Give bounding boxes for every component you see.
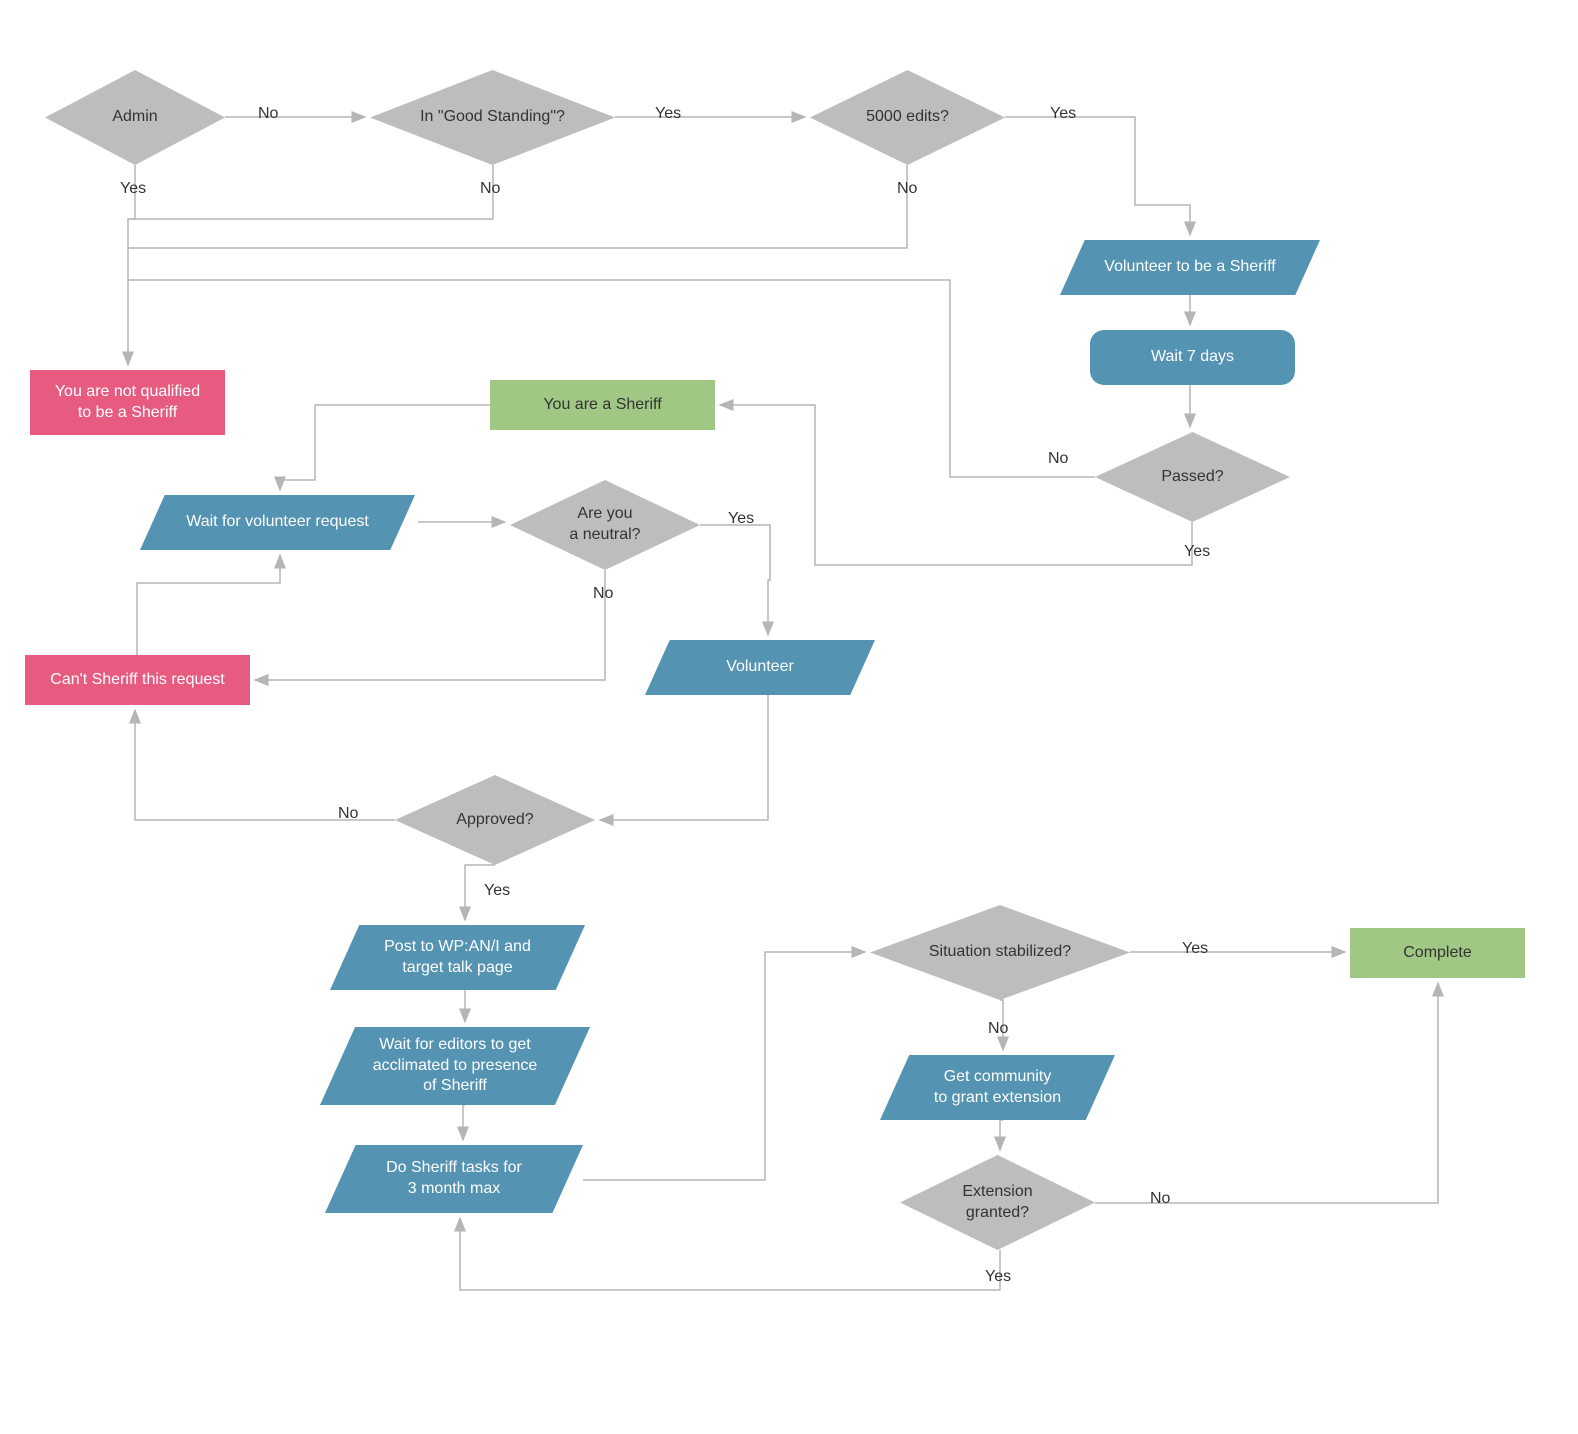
edge [700, 525, 770, 635]
edge-label: No [1048, 450, 1068, 468]
edge [1000, 1120, 1003, 1150]
node-text-extGranted: Extension granted? [962, 1182, 1032, 1224]
node-complete: Complete [1350, 928, 1525, 978]
edge-label: Yes [655, 105, 681, 123]
node-notQualified: You are not qualified to be a Sheriff [30, 370, 225, 435]
node-text-approved: Approved? [456, 810, 533, 831]
node-text-complete: Complete [1403, 943, 1471, 964]
node-waitEditors: Wait for editors to get acclimated to pr… [320, 1027, 590, 1105]
edge [583, 952, 865, 1180]
edge-label: Yes [120, 180, 146, 198]
node-text-getCommunity: Get community to grant extension [934, 1067, 1061, 1109]
node-text-notQualified: You are not qualified to be a Sheriff [55, 382, 200, 424]
node-getCommunity: Get community to grant extension [880, 1055, 1115, 1120]
node-text-areNeutral: Are you a neutral? [569, 504, 640, 546]
edge-label: No [480, 180, 500, 198]
edge-label: Yes [484, 882, 510, 900]
edge-label: Yes [985, 1268, 1011, 1286]
node-volunteer: Volunteer [645, 640, 875, 695]
node-cantSheriff: Can't Sheriff this request [25, 655, 250, 705]
node-youAreSheriff: You are a Sheriff [490, 380, 715, 430]
node-text-passed: Passed? [1161, 467, 1223, 488]
edge [255, 570, 605, 680]
svg-layer [0, 0, 1578, 1434]
edge-label: No [1150, 1190, 1170, 1208]
node-extGranted: Extension granted? [900, 1155, 1095, 1250]
node-edits: 5000 edits? [810, 70, 1005, 165]
node-text-edits: 5000 edits? [866, 107, 949, 128]
node-text-cantSheriff: Can't Sheriff this request [50, 670, 224, 691]
edge-label: No [338, 805, 358, 823]
edge-label: Yes [728, 510, 754, 528]
node-text-admin: Admin [112, 107, 157, 128]
node-text-waitEditors: Wait for editors to get acclimated to pr… [373, 1035, 538, 1097]
node-wait7: Wait 7 days [1090, 330, 1295, 385]
edge [600, 695, 768, 820]
edge-label: Yes [1050, 105, 1076, 123]
node-volunteerSheriff: Volunteer to be a Sheriff [1060, 240, 1320, 295]
node-text-doTasks: Do Sheriff tasks for 3 month max [386, 1158, 522, 1200]
edge-label: No [897, 180, 917, 198]
node-doTasks: Do Sheriff tasks for 3 month max [325, 1145, 583, 1213]
edge-label: Yes [1184, 543, 1210, 561]
node-goodStanding: In "Good Standing"? [370, 70, 615, 165]
edge [135, 710, 395, 820]
edge-label: No [593, 585, 613, 603]
edge [128, 165, 907, 248]
node-areNeutral: Are you a neutral? [510, 480, 700, 570]
edge [1095, 983, 1438, 1203]
edge [128, 280, 1095, 477]
node-postTo: Post to WP:AN/I and target talk page [330, 925, 585, 990]
node-admin: Admin [45, 70, 225, 165]
node-passed: Passed? [1095, 432, 1290, 522]
node-text-stabilized: Situation stabilized? [929, 942, 1071, 963]
edge [1005, 117, 1190, 235]
node-text-volunteerSheriff: Volunteer to be a Sheriff [1104, 257, 1275, 278]
node-text-volunteer: Volunteer [726, 657, 794, 678]
flowchart-canvas: Admin In "Good Standing"? 5000 edits? Volun… [0, 0, 1578, 1434]
node-stabilized: Situation stabilized? [870, 905, 1130, 1000]
node-waitRequest: Wait for volunteer request [140, 495, 415, 550]
edge-label: Yes [1182, 940, 1208, 958]
node-text-wait7: Wait 7 days [1151, 347, 1234, 368]
edge [463, 1105, 465, 1140]
edge [128, 165, 493, 219]
node-text-postTo: Post to WP:AN/I and target talk page [384, 937, 531, 979]
edge [280, 405, 490, 490]
node-text-youAreSheriff: You are a Sheriff [543, 395, 661, 416]
node-text-waitRequest: Wait for volunteer request [186, 512, 369, 533]
edge-label: No [988, 1020, 1008, 1038]
node-approved: Approved? [395, 775, 595, 865]
edge-label: No [258, 105, 278, 123]
node-text-goodStanding: In "Good Standing"? [420, 107, 565, 128]
